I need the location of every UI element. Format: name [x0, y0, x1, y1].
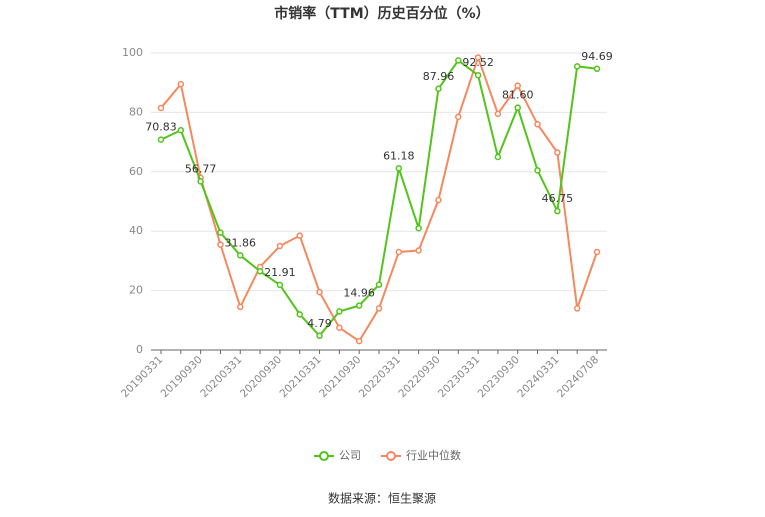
- point: [217, 241, 224, 248]
- point: [237, 303, 244, 311]
- point: [177, 80, 185, 88]
- x-tick-label: 20190331: [119, 354, 165, 400]
- point: [296, 311, 303, 318]
- point: [276, 242, 284, 250]
- point: [316, 288, 323, 296]
- x-tick-label: 20220331: [357, 354, 403, 400]
- data-label: 14.96: [343, 287, 375, 300]
- data-label: 4.79: [307, 317, 332, 330]
- point: [355, 302, 363, 309]
- point: [375, 305, 383, 312]
- point: [395, 165, 403, 172]
- x-tick-label: 20200331: [198, 354, 244, 400]
- point: [435, 85, 442, 93]
- y-tick-label: 40: [129, 224, 143, 237]
- point: [593, 65, 601, 73]
- legend-marker: [319, 451, 329, 461]
- source: 数据来源：恒生聚源: [328, 491, 436, 506]
- x-tick-label: 20220930: [396, 354, 442, 400]
- point: [514, 82, 521, 89]
- point: [355, 337, 363, 345]
- point: [534, 121, 541, 128]
- series-line: [160, 59, 598, 338]
- chart-title: 市销率（TTM）历史百分位（%）: [274, 5, 489, 22]
- point: [474, 54, 482, 61]
- point: [474, 71, 482, 79]
- x-tick-label: 20210331: [278, 354, 324, 400]
- point: [177, 126, 185, 134]
- point: [415, 247, 422, 254]
- x-tick-label: 20200930: [238, 354, 284, 400]
- y-tick-label: 20: [129, 284, 143, 297]
- point: [455, 113, 462, 121]
- point: [157, 136, 165, 143]
- point: [455, 57, 462, 64]
- x-tick-label: 20190930: [159, 354, 205, 400]
- point: [494, 153, 502, 161]
- point: [256, 268, 264, 275]
- point: [217, 229, 224, 236]
- legend-marker: [386, 451, 396, 461]
- point: [593, 248, 601, 256]
- point: [316, 332, 323, 340]
- data-label: 81.60: [502, 89, 534, 102]
- y-tick-label: 0: [136, 343, 143, 356]
- point: [573, 305, 581, 312]
- point: [435, 196, 442, 204]
- x-tick-label: 20230331: [436, 354, 482, 400]
- point: [534, 167, 541, 174]
- y-tick-label: 80: [129, 105, 143, 118]
- point: [375, 281, 383, 288]
- data-label: 56.77: [185, 162, 217, 175]
- x-tick-label: 20240708: [555, 354, 601, 400]
- point: [554, 207, 561, 215]
- y-tick-label: 100: [122, 46, 143, 59]
- point: [395, 248, 403, 256]
- data-label: 46.75: [542, 192, 574, 205]
- data-label: 61.18: [383, 149, 415, 162]
- point: [336, 308, 343, 315]
- data-label: 94.69: [581, 50, 613, 63]
- point: [237, 252, 244, 259]
- data-label: 31.86: [225, 236, 257, 249]
- x-tick-label: 20230930: [476, 354, 522, 400]
- data-label: 21.91: [264, 266, 296, 279]
- point: [296, 232, 303, 239]
- point: [494, 110, 502, 118]
- data-label: 70.83: [145, 121, 177, 134]
- point: [554, 149, 561, 156]
- point: [415, 224, 422, 232]
- point: [336, 324, 343, 331]
- legend-label: 公司: [339, 449, 361, 462]
- y-tick-label: 60: [129, 165, 143, 178]
- data-label: 87.96: [423, 70, 455, 83]
- x-tick-label: 20210930: [317, 354, 363, 400]
- data-label: 92.52: [462, 56, 494, 69]
- legend-label: 行业中位数: [406, 448, 461, 462]
- point: [276, 281, 284, 289]
- point: [157, 104, 165, 112]
- x-tick-label: 20240331: [515, 354, 561, 400]
- point: [514, 104, 521, 111]
- point: [197, 178, 204, 185]
- point: [573, 63, 581, 70]
